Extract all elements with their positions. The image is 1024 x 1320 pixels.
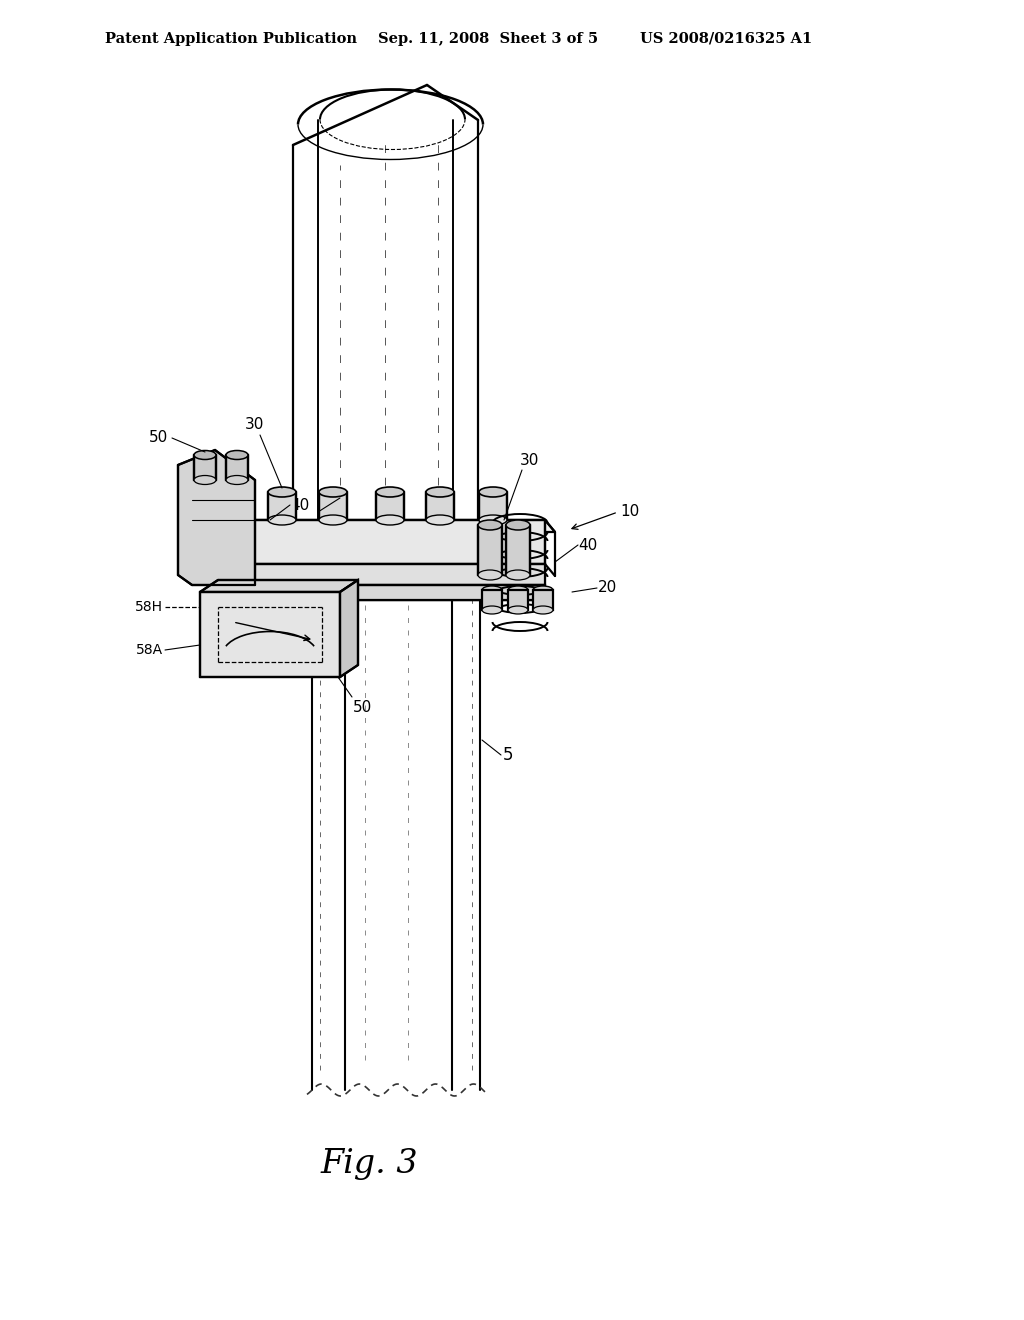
Text: 40: 40: [578, 537, 597, 553]
Ellipse shape: [426, 487, 454, 498]
Ellipse shape: [426, 515, 454, 525]
Ellipse shape: [376, 515, 404, 525]
Ellipse shape: [508, 586, 528, 594]
Ellipse shape: [506, 520, 530, 531]
Polygon shape: [248, 520, 555, 532]
Ellipse shape: [268, 515, 296, 525]
Text: 10: 10: [620, 504, 639, 520]
Ellipse shape: [194, 475, 216, 484]
Text: 30: 30: [318, 504, 337, 520]
Polygon shape: [376, 492, 404, 520]
Polygon shape: [506, 525, 530, 576]
Polygon shape: [248, 520, 545, 564]
Text: 50: 50: [148, 430, 168, 446]
Ellipse shape: [319, 487, 347, 498]
Ellipse shape: [506, 570, 530, 579]
Ellipse shape: [226, 475, 248, 484]
Polygon shape: [178, 450, 255, 585]
Ellipse shape: [479, 487, 507, 498]
Ellipse shape: [534, 606, 553, 614]
Polygon shape: [200, 591, 340, 677]
Polygon shape: [508, 590, 528, 610]
Text: 5: 5: [503, 746, 513, 764]
Text: 40: 40: [290, 498, 309, 512]
Polygon shape: [534, 590, 553, 610]
Ellipse shape: [226, 450, 248, 459]
Polygon shape: [319, 492, 347, 520]
Ellipse shape: [508, 606, 528, 614]
Ellipse shape: [478, 570, 502, 579]
Polygon shape: [479, 492, 507, 520]
Ellipse shape: [534, 586, 553, 594]
Ellipse shape: [482, 586, 502, 594]
Text: 30: 30: [520, 453, 540, 469]
Text: 58A: 58A: [136, 643, 163, 657]
Ellipse shape: [376, 487, 404, 498]
Ellipse shape: [268, 487, 296, 498]
Polygon shape: [426, 492, 454, 520]
Text: Fig. 3: Fig. 3: [319, 1148, 418, 1180]
Ellipse shape: [319, 515, 347, 525]
Text: 58H: 58H: [135, 601, 163, 614]
Polygon shape: [248, 564, 545, 585]
Polygon shape: [248, 585, 545, 601]
Text: Sep. 11, 2008  Sheet 3 of 5: Sep. 11, 2008 Sheet 3 of 5: [378, 32, 598, 46]
Polygon shape: [200, 579, 358, 591]
Ellipse shape: [478, 520, 502, 531]
Polygon shape: [194, 455, 216, 480]
Polygon shape: [268, 492, 296, 520]
Text: 30: 30: [246, 417, 264, 432]
Text: Patent Application Publication: Patent Application Publication: [105, 32, 357, 46]
Polygon shape: [340, 579, 358, 677]
Text: 50: 50: [353, 700, 373, 715]
Ellipse shape: [479, 515, 507, 525]
Polygon shape: [478, 525, 502, 576]
Ellipse shape: [482, 606, 502, 614]
Text: US 2008/0216325 A1: US 2008/0216325 A1: [640, 32, 812, 46]
Polygon shape: [226, 455, 248, 480]
Polygon shape: [482, 590, 502, 610]
Ellipse shape: [194, 450, 216, 459]
Text: 20: 20: [598, 581, 617, 595]
